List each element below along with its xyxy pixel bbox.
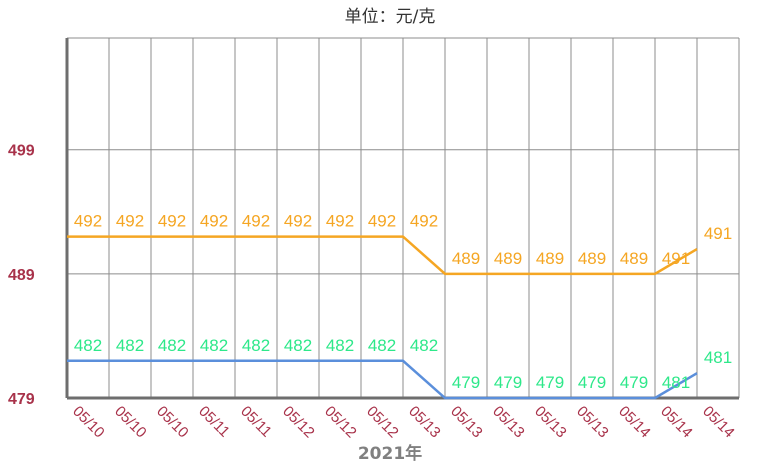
x-axis-title: 2021年 <box>358 443 422 464</box>
x-tick-label: 05/10 <box>153 403 192 442</box>
data-label: 482 <box>242 336 270 355</box>
x-tick-label: 05/13 <box>489 403 528 442</box>
x-tick-label: 05/13 <box>405 403 444 442</box>
data-label: 479 <box>536 373 564 392</box>
data-label: 482 <box>284 336 312 355</box>
data-label: 489 <box>620 249 648 268</box>
x-tick-label: 05/14 <box>699 403 738 442</box>
y-tick-labels: 479 489 499 <box>8 143 35 408</box>
y-tick-label: 489 <box>8 267 35 284</box>
x-tick-label: 05/13 <box>531 403 570 442</box>
data-label: 492 <box>158 212 186 231</box>
x-tick-label: 05/11 <box>195 403 233 441</box>
x-tick-label: 05/12 <box>279 403 318 442</box>
x-tick-label: 05/12 <box>321 403 360 442</box>
data-label: 482 <box>326 336 354 355</box>
x-tick-label: 05/12 <box>363 403 402 442</box>
data-label: 489 <box>494 249 522 268</box>
data-label: 481 <box>704 348 732 367</box>
series-line-2 <box>67 359 698 400</box>
series-line-1 <box>67 235 698 276</box>
data-label: 489 <box>536 249 564 268</box>
x-tick-label: 05/14 <box>657 403 696 442</box>
data-label: 492 <box>284 212 312 231</box>
data-label: 482 <box>410 336 438 355</box>
data-label: 479 <box>494 373 522 392</box>
data-labels: 492 492 492 492 492 492 492 492 492 489 489 489 489 4… <box>74 212 732 392</box>
data-label: 491 <box>662 249 690 268</box>
data-label: 482 <box>116 336 144 355</box>
x-tick-labels: 05/10 05/10 05/10 05/11 05/11 05/12 05/12 05/12… <box>69 403 738 442</box>
chart-title: 单位：元/克 <box>345 7 436 27</box>
x-tick-label: 05/10 <box>111 403 150 442</box>
data-label: 482 <box>74 336 102 355</box>
x-tick-label: 05/10 <box>69 403 108 442</box>
y-tick-label: 479 <box>8 391 35 408</box>
x-tick-label: 05/13 <box>447 403 486 442</box>
data-label: 482 <box>368 336 396 355</box>
data-label: 491 <box>704 224 732 243</box>
y-tick-label: 499 <box>8 143 35 160</box>
x-tick-label: 05/11 <box>237 403 275 441</box>
data-label: 489 <box>578 249 606 268</box>
data-label: 492 <box>242 212 270 231</box>
data-label: 489 <box>452 249 480 268</box>
data-label: 481 <box>662 373 690 392</box>
data-label: 479 <box>578 373 606 392</box>
data-label: 482 <box>200 336 228 355</box>
data-label: 492 <box>368 212 396 231</box>
data-label: 482 <box>158 336 186 355</box>
data-label: 492 <box>116 212 144 231</box>
data-label: 492 <box>410 212 438 231</box>
data-label: 479 <box>452 373 480 392</box>
series-lines <box>67 235 698 400</box>
data-label: 492 <box>326 212 354 231</box>
x-tick-label: 05/13 <box>573 403 612 442</box>
data-label: 479 <box>620 373 648 392</box>
data-label: 492 <box>74 212 102 231</box>
data-label: 492 <box>200 212 228 231</box>
x-tick-label: 05/14 <box>615 403 654 442</box>
grid <box>67 37 740 398</box>
